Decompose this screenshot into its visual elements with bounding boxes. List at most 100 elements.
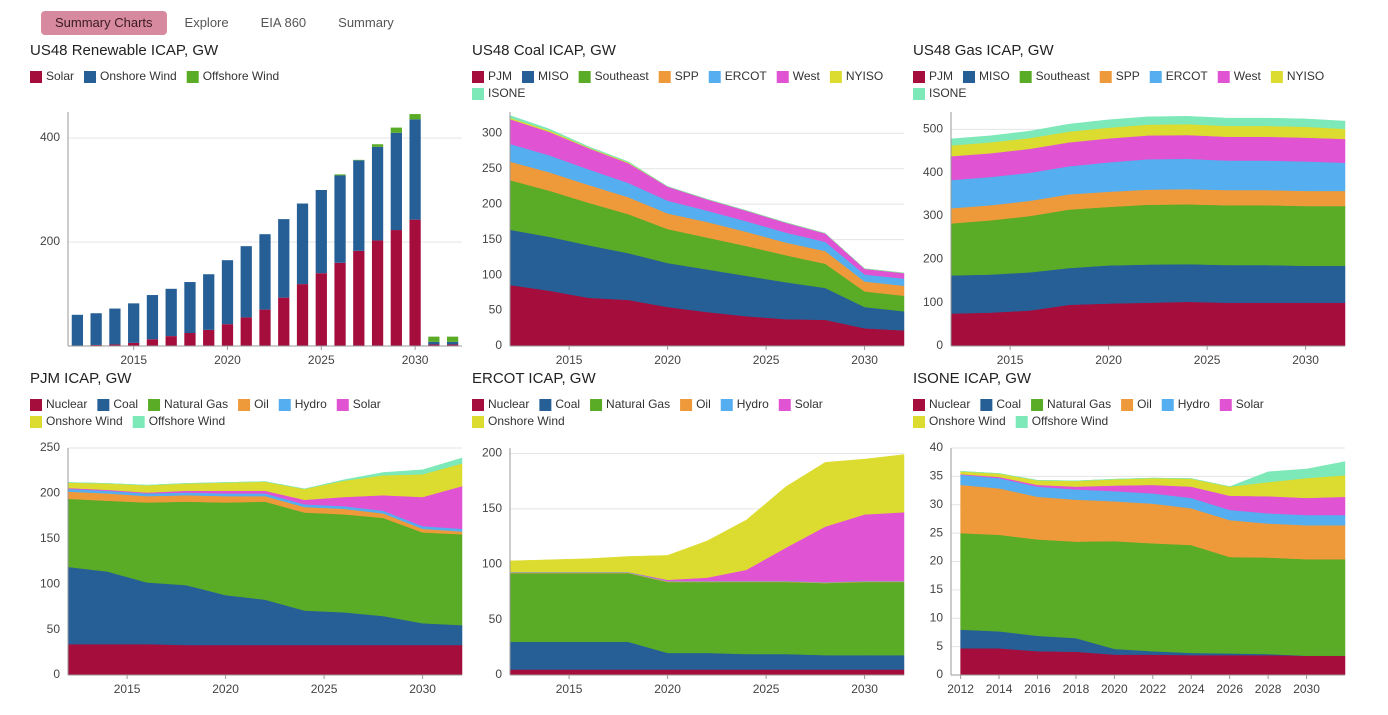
legend-label: Oil: [1137, 397, 1152, 411]
legend-swatch: [680, 399, 693, 411]
x-tick-label: 2030: [851, 353, 878, 367]
legend-swatch: [708, 71, 721, 83]
bar-segment: [259, 309, 271, 346]
bar-segment: [259, 234, 271, 310]
x-tick-label: 2030: [1292, 353, 1319, 367]
legend-label: ERCOT: [725, 69, 768, 83]
legend-label: Oil: [696, 397, 711, 411]
y-tick-label: 250: [482, 161, 502, 175]
legend-label: PJM: [929, 69, 953, 83]
y-tick-label: 25: [930, 525, 944, 539]
legend-swatch: [776, 71, 789, 83]
bar-segment: [428, 336, 440, 342]
bar-segment: [90, 344, 102, 346]
legend-swatch: [472, 399, 484, 411]
legend-swatch: [829, 71, 842, 83]
legend-swatch: [30, 71, 42, 83]
bar-segment: [334, 175, 346, 263]
legend-label: Offshore Wind: [1032, 414, 1108, 428]
legend-swatch: [278, 399, 291, 411]
tab[interactable]: Explore: [184, 15, 229, 30]
bar-segment: [446, 341, 459, 345]
x-tick-label: 2030: [851, 682, 878, 696]
y-tick-label: 100: [40, 576, 60, 590]
legend-swatch: [1149, 71, 1162, 83]
x-tick-label: 2025: [753, 353, 780, 367]
legend-label: Coal: [113, 397, 138, 411]
legend-label: Solar: [46, 69, 74, 83]
x-tick-label: 2015: [997, 353, 1024, 367]
y-tick-label: 0: [495, 667, 502, 681]
legend-label: Oil: [254, 397, 269, 411]
chart-title: US48 Gas ICAP, GW: [913, 42, 1054, 59]
y-tick-label: 30: [930, 497, 944, 511]
bar-segment: [390, 230, 402, 346]
bar-segment: [390, 127, 402, 133]
y-tick-label: 400: [40, 130, 60, 144]
y-tick-label: 150: [482, 232, 502, 246]
x-tick-label: 2014: [986, 682, 1013, 696]
legend-label: Natural Gas: [164, 397, 228, 411]
bar-segment: [240, 246, 252, 318]
legend-swatch: [30, 416, 42, 428]
bar-segment: [109, 344, 121, 346]
bar-segment: [128, 303, 140, 343]
legend-swatch: [720, 399, 733, 411]
legend-swatch: [578, 71, 591, 83]
x-tick-label: 2012: [947, 682, 974, 696]
tab[interactable]: Summary: [338, 15, 394, 30]
y-tick-label: 300: [482, 125, 502, 139]
tab[interactable]: EIA 860: [260, 15, 307, 30]
chart-title: US48 Renewable ICAP, GW: [30, 42, 219, 59]
x-tick-label: 2030: [1293, 682, 1320, 696]
chart-title: ERCOT ICAP, GW: [472, 370, 596, 387]
legend-swatch: [913, 88, 925, 100]
legend-swatch: [472, 416, 484, 428]
x-tick-label: 2026: [1216, 682, 1243, 696]
bar-segment: [109, 308, 121, 345]
y-tick-label: 0: [936, 667, 943, 681]
legend-label: SPP: [1116, 69, 1140, 83]
legend-swatch: [30, 399, 42, 411]
legend-label: MISO: [538, 69, 569, 83]
legend-label: MISO: [979, 69, 1010, 83]
bar-segment: [315, 190, 327, 274]
y-tick-label: 0: [495, 338, 502, 352]
bar-segment: [146, 339, 159, 346]
legend-label: Onshore Wind: [46, 414, 123, 428]
legend-label: Solar: [1236, 397, 1264, 411]
y-tick-label: 200: [482, 196, 502, 210]
bar-segment: [184, 282, 196, 333]
bar-segment: [446, 344, 459, 346]
y-tick-label: 200: [482, 446, 502, 460]
y-tick-label: 20: [930, 554, 944, 568]
bar-segment: [296, 284, 309, 346]
bar-segment: [334, 262, 346, 346]
bar-segment: [353, 160, 365, 251]
legend-swatch: [778, 399, 791, 411]
legend-swatch: [1161, 399, 1174, 411]
tab[interactable]: Summary Charts: [41, 11, 167, 35]
x-tick-label: 2020: [654, 353, 681, 367]
bar-segment: [315, 273, 327, 346]
legend-label: Hydro: [737, 397, 769, 411]
legend-swatch: [336, 399, 349, 411]
y-tick-label: 250: [40, 440, 60, 454]
legend-label: Natural Gas: [1047, 397, 1111, 411]
y-tick-label: 0: [53, 667, 60, 681]
legend-label: ERCOT: [1166, 69, 1209, 83]
legend-label: Onshore Wind: [929, 414, 1006, 428]
y-tick-label: 5: [936, 639, 943, 653]
x-tick-label: 2020: [1101, 682, 1128, 696]
legend-swatch: [913, 399, 925, 411]
bar-segment: [128, 342, 140, 346]
legend-label: PJM: [488, 69, 512, 83]
area: [509, 115, 905, 274]
chart-title: ISONE ICAP, GW: [913, 370, 1032, 387]
legend-label: Nuclear: [929, 397, 970, 411]
legend-swatch: [186, 71, 199, 83]
legend-swatch: [472, 88, 484, 100]
bar-segment: [353, 250, 365, 346]
legend-swatch: [1121, 399, 1134, 411]
legend-label: Coal: [555, 397, 580, 411]
